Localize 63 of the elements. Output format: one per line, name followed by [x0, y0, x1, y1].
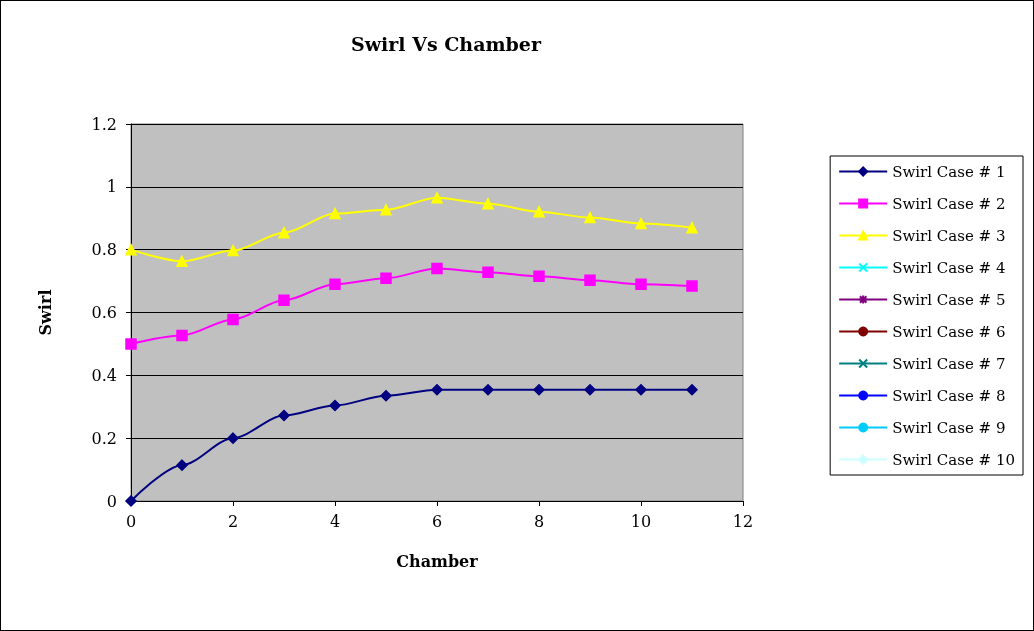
- point: [584, 384, 596, 396]
- point: [635, 278, 647, 290]
- point: [584, 211, 596, 224]
- x-tick-label: 0: [125, 511, 137, 531]
- x-tick-label: 2: [227, 511, 239, 531]
- y-tick-label: 1: [106, 177, 117, 197]
- point: [380, 390, 392, 402]
- point: [380, 204, 392, 216]
- point: [329, 207, 341, 220]
- point: [125, 243, 137, 256]
- point: [278, 409, 290, 422]
- point: [431, 384, 443, 396]
- point: [431, 262, 443, 275]
- point: [380, 272, 392, 285]
- point: [686, 280, 698, 292]
- chart-title: Swirl Vs Chamber: [351, 32, 542, 55]
- y-tick-label: 0.4: [91, 365, 117, 385]
- x-tick-label: 8: [533, 511, 545, 531]
- point: [584, 274, 596, 286]
- point: [176, 459, 188, 471]
- point: [482, 266, 494, 279]
- point: [635, 217, 647, 230]
- point: [686, 384, 698, 396]
- legend-label: Swirl Case # 8: [892, 386, 1006, 405]
- point: [227, 313, 239, 326]
- y-tick-label: 0: [106, 491, 117, 511]
- point: [278, 294, 290, 306]
- x-tick-label: 6: [431, 511, 443, 531]
- point: [431, 192, 443, 204]
- point: [329, 278, 341, 290]
- x-tick-label: 12: [732, 511, 754, 531]
- point: [533, 270, 545, 283]
- point: [635, 384, 647, 396]
- point: [329, 399, 341, 412]
- point: [533, 205, 545, 218]
- x-tick-label: 10: [630, 511, 652, 531]
- legend-label: Swirl Case # 5: [892, 290, 1006, 309]
- y-axis-title: Swirl: [35, 289, 55, 336]
- y-tick-label: 0.6: [91, 303, 117, 322]
- point: [686, 221, 698, 234]
- y-tick-label: 1.2: [91, 114, 117, 134]
- legend-label: Swirl Case # 6: [892, 322, 1006, 341]
- legend-label: Swirl Case # 4: [892, 258, 1006, 277]
- legend-label: Swirl Case # 7: [892, 354, 1006, 373]
- legend-label: Swirl Case # 3: [892, 226, 1006, 245]
- legend-label: Swirl Case # 10: [892, 450, 1016, 469]
- y-tick-label: 0.8: [91, 240, 117, 260]
- point: [125, 338, 137, 350]
- x-axis-title: Chamber: [396, 551, 479, 571]
- legend-label: Swirl Case # 1: [892, 162, 1006, 181]
- legend-label: Swirl Case # 9: [892, 418, 1006, 437]
- point: [278, 226, 290, 239]
- point: [533, 384, 545, 396]
- point: [227, 244, 239, 257]
- y-tick-label: 0.2: [91, 428, 117, 448]
- x-tick-label: 4: [329, 511, 341, 531]
- point: [125, 495, 137, 507]
- point: [176, 329, 188, 342]
- point: [482, 198, 494, 210]
- point: [482, 384, 494, 396]
- legend-label: Swirl Case # 2: [892, 194, 1006, 213]
- point: [227, 432, 239, 444]
- point: [176, 255, 188, 268]
